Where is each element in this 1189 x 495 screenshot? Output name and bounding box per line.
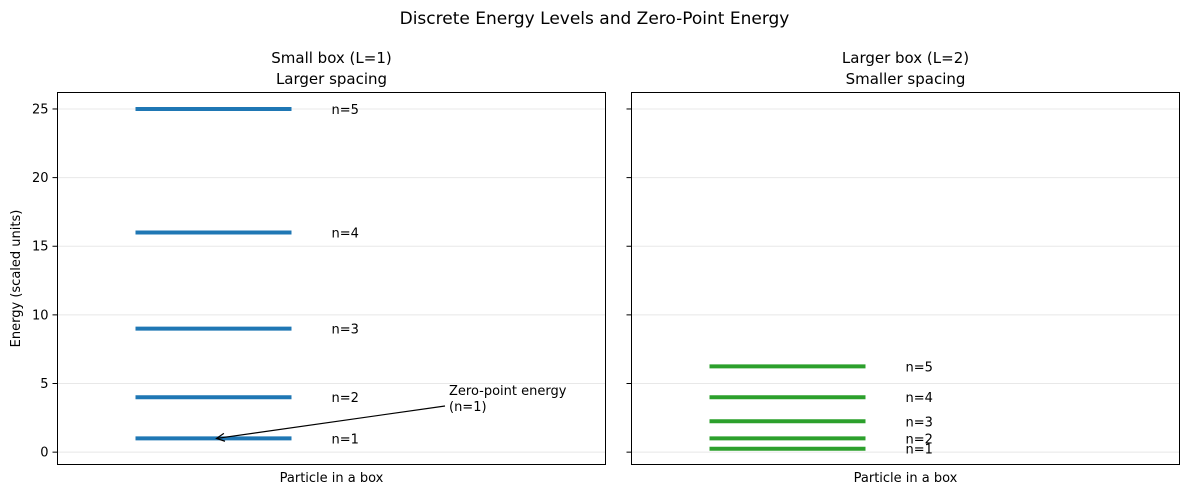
right-panel-title-line1: Larger box (L=2) [842,49,969,67]
y-tick-label: 20 [32,171,49,186]
left-panel-title-line1: Small box (L=1) [271,49,391,67]
right-panel: Larger box (L=2) Smaller spacing n=1n=2n… [626,49,1180,486]
left-y-axis-label: Energy (scaled units) [9,210,24,348]
level-label-n5: n=5 [906,360,933,375]
left-levels: n=1 n=2 n=3 n=4 n=5 [135,103,359,447]
left-panel-title-line2: Larger spacing [276,70,387,88]
y-tick-label: 15 [32,240,49,255]
right-y-axis [626,108,632,453]
annotation-arrow-head [215,432,226,442]
annotation-text-line2: (n=1) [449,400,487,415]
level-label-n1: n=1 [332,432,359,447]
level-label-n3: n=3 [332,323,359,338]
annotation-arrow-line [216,405,446,440]
right-grid [631,108,1180,453]
level-label-n3: n=3 [906,415,933,430]
y-tick-label: 5 [40,377,48,392]
figure-title: Discrete Energy Levels and Zero-Point En… [400,9,790,29]
right-x-axis-label: Particle in a box [854,471,958,486]
level-label-n2: n=2 [906,432,933,447]
y-tick-label: 0 [40,446,48,461]
y-tick-label: 25 [32,102,49,117]
left-x-axis-label: Particle in a box [280,471,384,486]
right-panel-title-line2: Smaller spacing [846,70,966,88]
annotation-text-line1: Zero-point energy [449,384,567,399]
left-y-axis: 0 5 10 15 20 25 [32,102,58,461]
left-panel: Small box (L=1) Larger spacing n=1 n=2 n=3… [9,49,606,486]
left-axes-frame [57,92,606,465]
right-levels: n=1n=2 n=3 n=4 n=5 [709,360,933,458]
level-label-n4: n=4 [906,391,933,406]
y-tick-label: 10 [32,308,49,323]
right-axes-frame [631,92,1180,465]
zero-point-annotation: Zero-point energy (n=1) [215,384,567,442]
level-label-n2: n=2 [332,391,359,406]
level-label-n1: n=1 [906,443,933,458]
level-label-n4: n=4 [332,227,359,242]
level-label-n5: n=5 [332,103,359,118]
